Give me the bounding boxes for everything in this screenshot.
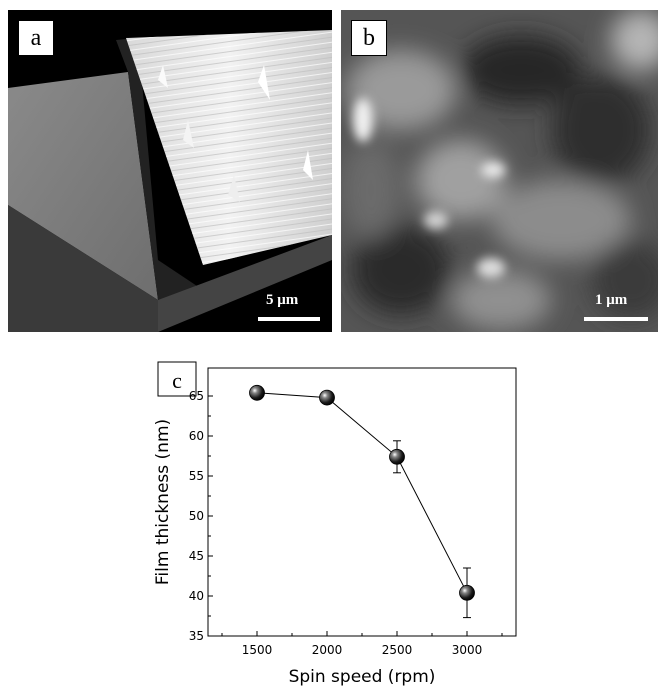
x-tick-label: 3000 — [452, 643, 483, 657]
x-tick-label: 2000 — [312, 643, 343, 657]
afm-3d-image-panel: a 5 μm — [8, 10, 332, 332]
scale-bar-label-a: 5 μm — [266, 292, 299, 308]
y-axis-label: Film thickness (nm) — [153, 419, 173, 585]
panel-label-c: c — [157, 361, 197, 397]
afm-2d-texture — [341, 10, 658, 332]
scale-bar-b — [584, 317, 648, 321]
panel-label-a: a — [18, 20, 54, 56]
panel-label-b: b — [351, 20, 387, 56]
afm-3d-topography — [8, 30, 332, 332]
scale-bar-a — [258, 317, 320, 321]
data-point — [319, 389, 335, 406]
y-axis: 35 40 45 50 55 60 65 — [189, 389, 213, 643]
data-series — [249, 384, 475, 619]
data-point — [389, 448, 405, 465]
svg-text:c: c — [172, 368, 182, 393]
y-tick-label: 45 — [189, 549, 204, 563]
y-tick-label: 65 — [189, 389, 204, 403]
thickness-chart: c 35 40 45 50 55 60 65 1500 2000 2500 3000 Spin s… — [153, 361, 517, 686]
x-axis-label: Spin speed (rpm) — [289, 667, 436, 686]
x-tick-label: 2500 — [382, 643, 413, 657]
afm-2d-image-panel: b 1 μm — [341, 10, 658, 332]
data-point — [249, 384, 265, 401]
scale-bar-label-b: 1 μm — [595, 292, 628, 308]
x-axis: 1500 2000 2500 3000 — [221, 631, 503, 657]
y-tick-label: 35 — [189, 629, 204, 643]
y-tick-label: 60 — [189, 429, 204, 443]
y-tick-label: 50 — [189, 509, 204, 523]
series-line — [256, 392, 468, 594]
y-tick-label: 55 — [189, 469, 204, 483]
y-tick-label: 40 — [189, 589, 204, 603]
data-point — [459, 584, 475, 601]
x-tick-label: 1500 — [242, 643, 273, 657]
